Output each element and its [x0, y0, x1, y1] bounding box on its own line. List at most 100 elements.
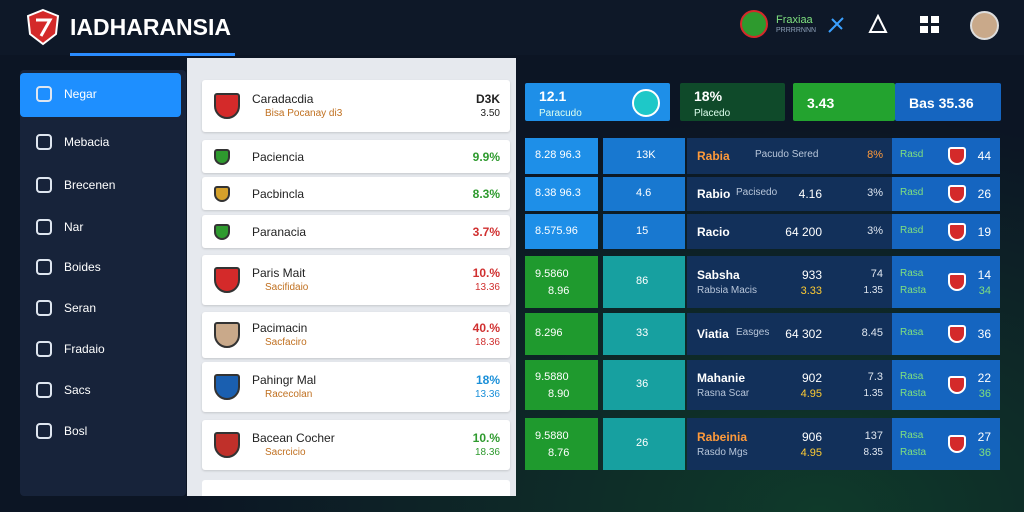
badge-icon[interactable] [740, 10, 768, 38]
stat-card[interactable] [793, 83, 895, 121]
row-crest [948, 222, 966, 241]
header-underline [70, 53, 235, 56]
list-title: Caradacdia [252, 92, 314, 106]
grid-icon[interactable] [918, 14, 942, 36]
board-cell[interactable] [525, 418, 598, 470]
board-cell[interactable] [603, 177, 685, 211]
board-row[interactable] [892, 177, 1000, 211]
board-cell[interactable] [603, 360, 685, 410]
board-row[interactable] [687, 360, 892, 410]
stat-card[interactable] [680, 83, 785, 121]
row-name: Mahanie [697, 371, 746, 385]
sidebar-icon [36, 219, 52, 235]
row-name: Rabia [697, 149, 730, 163]
tool-icon[interactable] [826, 15, 846, 35]
list-card[interactable] [202, 362, 510, 412]
c1: 8.575.96 [535, 224, 578, 237]
board-row[interactable] [687, 313, 892, 355]
board-row[interactable] [892, 313, 1000, 355]
board-cell[interactable] [603, 256, 685, 308]
board-cell[interactable] [525, 313, 598, 355]
list-card[interactable] [202, 80, 510, 132]
row-tag2: Rasta [900, 388, 927, 399]
c1: 8.296 [535, 327, 563, 339]
row-mid2: 4.95 [800, 388, 822, 400]
list-card[interactable] [202, 215, 510, 248]
board-row[interactable] [687, 418, 892, 470]
brand-logo [26, 8, 60, 46]
row-tag2: Rasta [900, 447, 927, 458]
row-crest [948, 435, 966, 453]
row-pct2: 8.35 [863, 447, 883, 458]
list-value: 18% [475, 373, 500, 387]
board-cell[interactable] [603, 313, 685, 355]
team-crest [214, 322, 240, 348]
list-value2: 3.50 [480, 108, 500, 119]
list-card[interactable] [202, 140, 510, 173]
list-value: 3.7% [472, 224, 500, 239]
list-value: 9.9% [472, 149, 500, 164]
c1b: 8.90 [548, 388, 570, 400]
list-sub: Sacfaciro [265, 337, 307, 348]
row-mid: 933 [801, 268, 822, 282]
avatar[interactable] [970, 11, 999, 40]
row-num: 36 [977, 327, 991, 341]
stat-card[interactable] [895, 83, 1001, 121]
board-row[interactable] [687, 214, 892, 249]
row-mid: 64 302 [785, 327, 822, 341]
sidebar-active[interactable] [20, 73, 181, 117]
row-name: Rabio [697, 187, 731, 201]
list-title: Bacean Cocher [252, 431, 335, 445]
c2: 86 [636, 275, 649, 287]
row-pct: 74 [870, 268, 883, 280]
board-row[interactable] [892, 214, 1000, 249]
board-row[interactable] [892, 418, 1000, 470]
sidebar-label: Brecenen [64, 178, 116, 192]
list-value: 10.% [472, 266, 500, 280]
c2: 26 [636, 437, 649, 449]
board-cell[interactable] [525, 214, 598, 249]
row-num: 22 [977, 371, 991, 385]
board-row[interactable] [687, 177, 892, 211]
list-title: Pacimacin [252, 321, 308, 335]
list-card[interactable] [202, 420, 510, 470]
board-cell[interactable] [525, 256, 598, 308]
sidebar-icon [36, 382, 52, 398]
board-cell[interactable] [525, 177, 598, 211]
card-label: Placedo [694, 108, 731, 119]
board-cell[interactable] [525, 138, 598, 174]
board-cell[interactable] [603, 214, 685, 249]
row-name: Rabeinia [697, 430, 748, 444]
board-row[interactable] [687, 256, 892, 308]
sidebar-icon [36, 177, 52, 193]
list-card[interactable] [202, 177, 510, 210]
alert-icon[interactable] [868, 14, 888, 34]
row-mid2: 4.95 [800, 447, 822, 459]
c2: 13K [636, 149, 656, 161]
board-cell[interactable] [525, 360, 598, 410]
list-value: D3K [475, 92, 500, 106]
c2: 15 [636, 224, 649, 237]
board-row[interactable] [892, 256, 1000, 308]
row-pct2: 1.35 [863, 388, 883, 399]
list-sub: Sacrcicio [265, 447, 306, 458]
board-row[interactable] [892, 360, 1000, 410]
board-cell[interactable] [603, 138, 685, 174]
row-label: Pacudo Sered [755, 149, 819, 160]
row-crest [948, 273, 966, 291]
row-tag: Rasa [900, 327, 924, 338]
brand: IADHARANSIA [70, 14, 231, 40]
row-name: Viatia [697, 327, 729, 341]
board-row[interactable] [892, 138, 1000, 174]
list-value: 40.% [472, 321, 500, 335]
list-card[interactable] [202, 312, 510, 358]
sidebar-label: Sacs [64, 383, 91, 397]
board-row[interactable] [687, 138, 892, 174]
sidebar-icon [36, 259, 52, 275]
list-card[interactable] [202, 255, 510, 305]
list-value2: 13.36 [474, 389, 500, 400]
c2: 36 [636, 378, 649, 390]
list-title: Paranacia [252, 224, 307, 239]
board-cell[interactable] [603, 418, 685, 470]
